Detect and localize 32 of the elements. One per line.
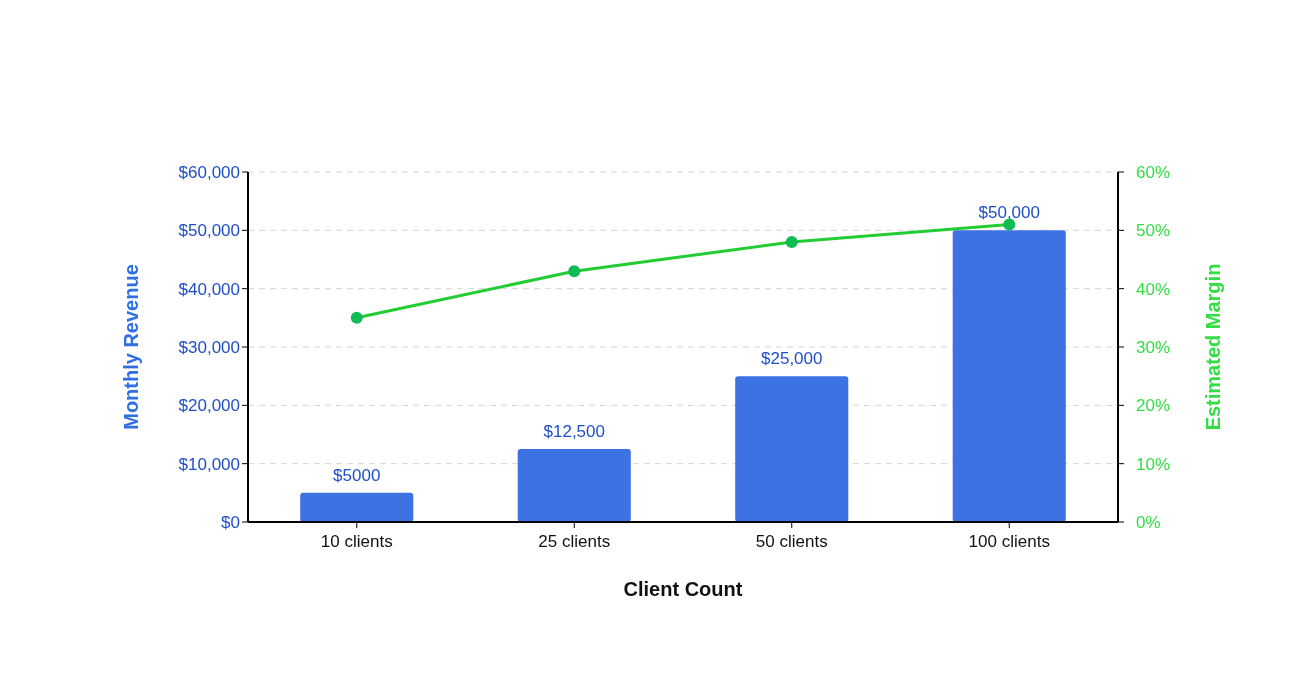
y2-tick-label: 30%: [1136, 337, 1171, 357]
bar: [300, 492, 414, 522]
y2-tick-label: 10%: [1136, 454, 1171, 474]
y-tick-label: $50,000: [178, 221, 240, 241]
y2-axis-title: Estimated Margin: [1202, 263, 1224, 431]
bar: [517, 449, 631, 522]
x-tick-label: 50 clients: [755, 532, 828, 551]
y-tick-label: $30,000: [178, 337, 240, 357]
x-tick-label: 25 clients: [538, 532, 611, 551]
x-tick-label: 10 clients: [320, 532, 393, 551]
y2-tick-label: 50%: [1136, 221, 1171, 241]
y-tick-label: $60,000: [178, 162, 240, 182]
point: [785, 236, 798, 248]
y-tick-label: $10,000: [178, 454, 240, 474]
y2-tick-label: 20%: [1136, 396, 1171, 416]
y-tick-label: $40,000: [178, 279, 240, 299]
y2-tick-label: 60%: [1136, 162, 1171, 182]
data-label: $5000: [333, 465, 381, 485]
point: [350, 311, 363, 324]
y-tick-label: $0: [221, 512, 240, 532]
y2-tick-label: 40%: [1136, 279, 1171, 299]
y-tick-label: $20,000: [178, 396, 240, 416]
point: [568, 265, 581, 278]
data-label: $50,000: [978, 203, 1040, 223]
data-label: $12,500: [543, 422, 605, 442]
y2-tick-label: 0%: [1136, 512, 1161, 532]
bar: [952, 230, 1066, 522]
y-axis-title: Monthly Revenue: [120, 264, 142, 430]
bar: [735, 376, 849, 522]
x-axis-title: Client Count: [623, 578, 743, 600]
data-label: $25,000: [761, 349, 823, 369]
x-tick-label: 100 clients: [968, 532, 1050, 551]
